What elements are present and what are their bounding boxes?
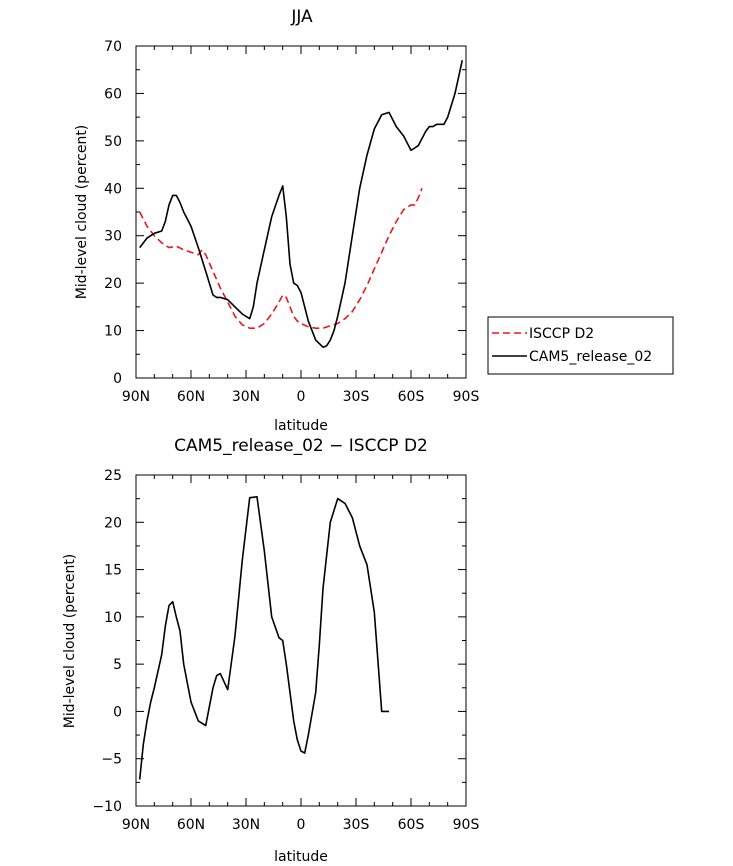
legend: ISCCP D2 CAM5_release_02 <box>487 316 674 375</box>
panel-difference-x-tick-label: 60S <box>398 817 425 833</box>
panel-difference-y-tick-label: 5 <box>113 657 122 673</box>
panel-difference-x-axis-label: latitude <box>274 849 328 865</box>
panel-difference-y-tick-label: 25 <box>104 468 122 484</box>
panel-difference-x-tick-label: 90N <box>122 817 150 833</box>
panel-jja-x-axis-label: latitude <box>274 418 328 434</box>
panel-difference-y-tick-label: −10 <box>92 799 122 815</box>
legend-box <box>487 316 674 375</box>
panel-jja-x-tick-label: 0 <box>297 389 306 405</box>
panel-jja-y-tick-label: 20 <box>104 276 122 292</box>
panel-jja-y-axis-label: Mid-level cloud (percent) <box>74 125 90 300</box>
panel-difference-x-tick-label: 90S <box>453 817 480 833</box>
panel-difference: CAM5_release_02 − ISCCP D2 latitude Mid-… <box>62 436 479 865</box>
panel-difference-plot-frame <box>135 474 467 807</box>
panel-difference-tick-labels: 90N 60N 30N 0 30S 60S 90S −10 −5 0 5 10 15 20 25 <box>92 468 479 833</box>
panel-jja-x-tick-label: 30N <box>232 389 260 405</box>
panel-jja-series-line-0 <box>138 188 423 330</box>
panel-jja-y-tick-label: 0 <box>113 371 122 387</box>
panel-jja-series-lines <box>138 60 464 349</box>
legend-label-cam5-release-02: CAM5_release_02 <box>529 349 652 365</box>
panel-difference-series-lines <box>138 495 389 780</box>
panel-jja-x-tick-label: 60N <box>177 389 205 405</box>
panel-difference-series-line-0 <box>138 495 389 780</box>
panel-jja-x-tick-label: 90N <box>122 389 150 405</box>
panel-difference-y-tick-label: 0 <box>113 704 122 720</box>
panel-jja-x-tick-label: 90S <box>453 389 480 405</box>
panel-jja-plot-frame <box>135 45 467 379</box>
panel-difference-y-tick-label: 10 <box>104 610 122 626</box>
panel-difference-x-tick-label: 0 <box>297 817 306 833</box>
panel-difference-ticks <box>135 474 467 807</box>
panel-difference-x-tick-label: 60N <box>177 817 205 833</box>
panel-jja-y-tick-label: 40 <box>104 181 122 197</box>
panel-difference-x-tick-label: 30S <box>343 817 370 833</box>
panel-jja: JJA latitude Mid-level cloud (percent) 9… <box>74 7 674 434</box>
panel-difference-title: CAM5_release_02 − ISCCP D2 <box>174 436 428 456</box>
panel-jja-y-tick-label: 50 <box>104 134 122 150</box>
panel-jja-title: JJA <box>290 7 313 27</box>
panel-difference-y-tick-label: −5 <box>101 752 122 768</box>
panel-jja-y-tick-label: 10 <box>104 324 122 340</box>
panel-difference-y-axis-label: Mid-level cloud (percent) <box>62 554 78 729</box>
panel-jja-y-tick-label: 70 <box>104 39 122 55</box>
panel-jja-x-tick-label: 60S <box>398 389 425 405</box>
panel-jja-series-line-1 <box>139 60 464 349</box>
panel-jja-x-tick-label: 30S <box>343 389 370 405</box>
panel-jja-y-tick-label: 60 <box>104 86 122 102</box>
legend-label-isccp-d2: ISCCP D2 <box>529 326 594 342</box>
panel-jja-tick-labels: 90N 60N 30N 0 30S 60S 90S 0 10 20 30 40 50 60 70 <box>104 39 479 405</box>
panel-difference-y-tick-label: 15 <box>104 563 122 579</box>
panel-difference-x-tick-label: 30N <box>232 817 260 833</box>
panel-jja-ticks <box>135 45 467 379</box>
panel-difference-y-tick-label: 20 <box>104 515 122 531</box>
panel-jja-y-tick-label: 30 <box>104 229 122 245</box>
